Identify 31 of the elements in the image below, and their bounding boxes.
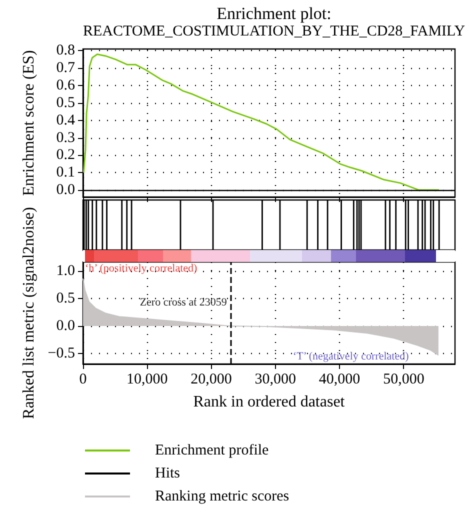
y-tick-label: 0.6	[56, 78, 76, 94]
y-tick-label: 0.0	[56, 182, 75, 198]
x-axis-title: Rank in ordered dataset	[193, 394, 346, 410]
annotation: ‘T’ (negatively correlated)	[292, 350, 410, 362]
x-tick-label: 20,000	[190, 372, 232, 388]
chart-subtitle: REACTOME_COSTIMULATION_BY_THE_CD28_FAMILY	[82, 24, 466, 40]
y-axis-title: Enrichment score (ES)	[20, 50, 38, 196]
y-tick-label: 0.8	[56, 42, 75, 59]
y-tick-label: −0.5	[48, 346, 75, 362]
y-tick-label: 0.5	[56, 94, 75, 111]
legend-label: Ranking metric scores	[155, 488, 290, 504]
legend-label: Enrichment profile	[155, 442, 270, 458]
y-tick-label: 0.5	[56, 290, 75, 306]
y-tick-label: 1.0	[56, 262, 75, 279]
y-tick-label: 0.7	[56, 60, 76, 76]
y-axis-title: Ranked list metric (signal2noise)	[20, 207, 38, 419]
legend-label: Hits	[155, 466, 180, 482]
y-tick-label: 0.1	[56, 164, 75, 181]
line-series	[82, 53, 440, 191]
chart-title: Enrichment plot:	[216, 4, 332, 23]
x-tick-label: 30,000	[254, 372, 296, 388]
ref-line-label: Zero cross at 23059	[140, 296, 228, 308]
y-tick-label: 0.2	[56, 147, 75, 164]
x-tick-label: 50,000	[383, 372, 424, 388]
y-tick-label: 0.0	[56, 318, 75, 334]
y-tick-label: 0.3	[56, 130, 75, 146]
x-tick-label: 40,000	[318, 372, 360, 388]
x-tick-label: 10,000	[126, 372, 168, 388]
x-tick-label: 0	[79, 372, 87, 388]
y-tick-label: 0.4	[56, 112, 76, 128]
annotation: ‘h’ (positively correlated)	[85, 262, 198, 274]
